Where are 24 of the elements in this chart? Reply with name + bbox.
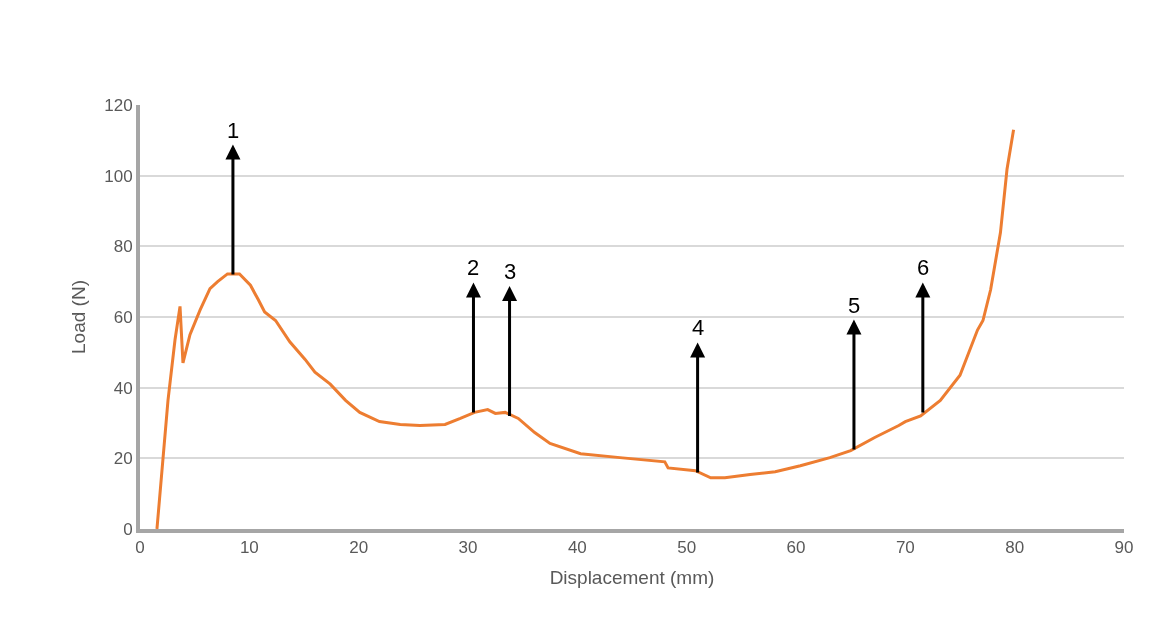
annotation: 5 [848,293,861,318]
x-tick-label: 30 [458,538,478,558]
x-tick-label: 10 [239,538,259,558]
y-axis-title: Load (N) [67,280,89,354]
y-tick-label: 0 [123,519,133,539]
annotation: 1 [227,118,240,143]
y-tick-label: 80 [113,237,133,257]
x-axis-title: Displacement (mm) [549,566,715,588]
annotation: 3 [504,259,517,284]
annotation: 4 [692,315,705,340]
y-tick-label: 60 [113,307,133,327]
x-tick-label: 80 [1005,538,1025,558]
y-tick-label: 20 [113,449,133,469]
y-tick-label: 100 [104,166,133,186]
x-tick-label: 40 [567,538,587,558]
annotation: 6 [917,255,930,280]
x-tick-label: 70 [895,538,915,558]
x-tick-label: 60 [786,538,806,558]
y-tick-label: 120 [104,95,133,115]
x-tick-label: 90 [1114,538,1134,558]
y-tick-label: 40 [113,378,133,398]
x-tick-label: 20 [349,538,369,558]
x-tick-label: 50 [677,538,697,558]
annotation: 2 [467,255,480,280]
